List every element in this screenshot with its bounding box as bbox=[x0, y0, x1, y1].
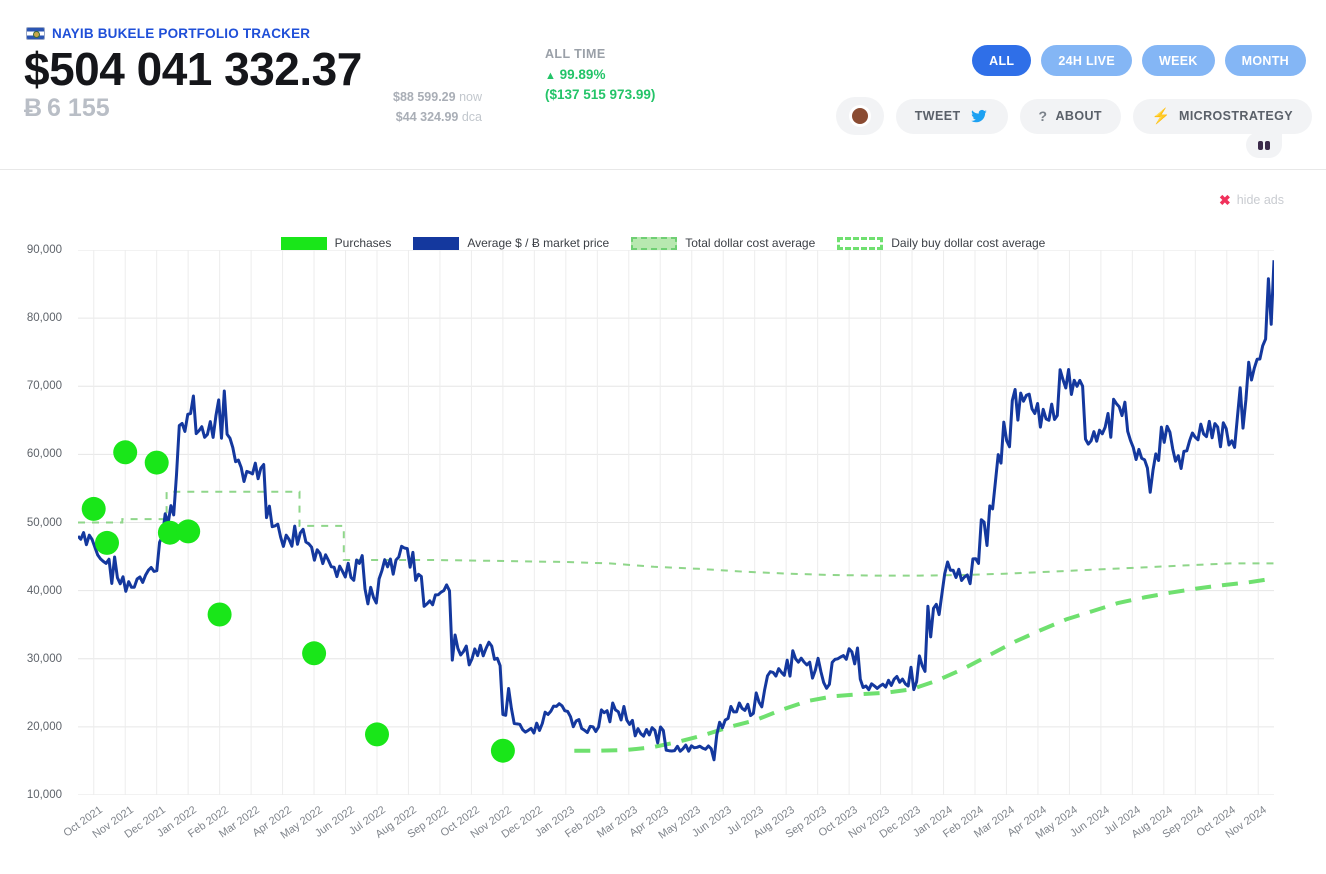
y-axis-tick: 60,000 bbox=[26, 448, 62, 461]
purchase-marker[interactable] bbox=[157, 520, 182, 545]
purchase-marker[interactable] bbox=[490, 738, 515, 763]
now-price-label: now bbox=[459, 90, 482, 104]
y-axis: 10,000 20,000 30,000 40,000 50,000 60,000 70,0… bbox=[0, 244, 70, 801]
tweet-button-label: TWEET bbox=[914, 109, 961, 123]
y-axis-tick: 20,000 bbox=[26, 720, 62, 733]
tab-month[interactable]: MONTH bbox=[1224, 45, 1306, 76]
total-dca-swatch-icon bbox=[631, 236, 678, 250]
purchase-marker[interactable] bbox=[207, 602, 232, 627]
coffee-icon bbox=[851, 108, 868, 124]
purchases-swatch-icon bbox=[280, 236, 327, 250]
legend-item-market-price[interactable]: Average $ / Ƀ market price bbox=[413, 236, 609, 250]
portfolio-chart[interactable]: 10,000 20,000 30,000 40,000 50,000 60,000 70,0… bbox=[0, 244, 1326, 874]
brand[interactable]: NAYIB BUKELE PORTFOLIO TRACKER bbox=[26, 26, 310, 41]
legend-item-daily-dca[interactable]: Daily buy dollar cost average bbox=[837, 236, 1045, 250]
y-axis-tick: 80,000 bbox=[26, 312, 62, 325]
twitter-icon bbox=[970, 109, 987, 122]
dca-price-value: $44 324.99 bbox=[395, 110, 459, 124]
legend-label: Average $ / Ƀ market price bbox=[467, 236, 610, 250]
tweet-button[interactable]: TWEET bbox=[895, 98, 1008, 134]
legend-item-total-dca[interactable]: Total dollar cost average bbox=[631, 236, 815, 250]
y-axis-tick: 10,000 bbox=[26, 789, 62, 801]
now-price-row: $88 599.29 now bbox=[282, 90, 482, 104]
daily-dca-swatch-icon bbox=[837, 236, 884, 250]
tab-24h-live[interactable]: 24H LIVE bbox=[1041, 45, 1132, 76]
action-buttons: TWEET ? ABOUT ⚡ MICROSTRATEGY bbox=[835, 97, 1312, 135]
microstrategy-button[interactable]: ⚡ MICROSTRATEGY bbox=[1132, 98, 1312, 134]
legend-label: Daily buy dollar cost average bbox=[891, 236, 1046, 250]
daily-dca-line bbox=[574, 576, 1274, 753]
y-axis-tick: 50,000 bbox=[26, 516, 62, 529]
y-axis-tick: 40,000 bbox=[26, 584, 62, 597]
dca-price-label: dca bbox=[461, 110, 482, 124]
purchase-marker[interactable] bbox=[176, 519, 201, 544]
x-axis: Oct 2021 Nov 2021 Dec 2021 Jan 2022 Feb 2022… bbox=[61, 798, 1274, 874]
page-header: NAYIB BUKELE PORTFOLIO TRACKER $504 041 … bbox=[0, 0, 1326, 170]
microstrategy-button-label: MICROSTRATEGY bbox=[1179, 109, 1293, 123]
total-usd-value: $504 041 332.37 bbox=[24, 43, 362, 95]
dca-price-row: $44 324.99 dca bbox=[282, 110, 482, 124]
market-price-swatch-icon bbox=[413, 236, 460, 250]
all-time-absolute: ($137 515 973.99) bbox=[545, 87, 656, 102]
about-button-label: ABOUT bbox=[1055, 109, 1102, 123]
y-axis-tick: 30,000 bbox=[26, 652, 62, 665]
purchase-marker[interactable] bbox=[95, 530, 119, 555]
all-time-percent-value: 99.89% bbox=[559, 67, 606, 82]
legend-label: Total dollar cost average bbox=[685, 236, 816, 250]
all-time-percent: ▲ 99.89% bbox=[545, 67, 655, 82]
plot-area[interactable] bbox=[78, 250, 1274, 795]
all-time-label: ALL TIME bbox=[545, 47, 606, 61]
now-price-value: $88 599.29 bbox=[393, 90, 456, 104]
purchase-marker[interactable] bbox=[365, 722, 389, 747]
legend-item-purchases[interactable]: Purchases bbox=[280, 236, 392, 250]
about-button[interactable]: ? ABOUT bbox=[1019, 98, 1121, 134]
ghost-icon[interactable] bbox=[1246, 132, 1282, 158]
x-icon: ✖ bbox=[1219, 192, 1231, 208]
total-dca-line bbox=[78, 490, 1274, 577]
total-btc-value: Ƀ 6 155 bbox=[24, 94, 110, 122]
coffee-button[interactable] bbox=[835, 97, 884, 135]
purchase-marker[interactable] bbox=[302, 641, 327, 666]
hide-ads-control[interactable]: ✖ hide ads bbox=[1219, 193, 1284, 207]
all-time-stats: ALL TIME ▲ 99.89% ($137 515 973.99) bbox=[545, 47, 655, 102]
question-mark-icon: ? bbox=[1038, 108, 1048, 124]
purchase-marker[interactable] bbox=[113, 440, 138, 465]
up-triangle-icon: ▲ bbox=[545, 70, 556, 82]
y-axis-tick: 70,000 bbox=[26, 380, 62, 393]
purchase-marker[interactable] bbox=[81, 496, 106, 521]
y-axis-tick: 90,000 bbox=[26, 244, 62, 256]
chart-legend: Purchases Average $ / Ƀ market price Tot… bbox=[0, 236, 1326, 250]
purchase-marker[interactable] bbox=[144, 450, 169, 475]
el-salvador-flag-icon bbox=[26, 27, 45, 40]
bolt-icon: ⚡ bbox=[1151, 107, 1171, 125]
tab-week[interactable]: WEEK bbox=[1141, 45, 1215, 76]
legend-label: Purchases bbox=[334, 236, 392, 250]
range-tabs: ALL 24H LIVE WEEK MONTH bbox=[972, 45, 1306, 76]
tab-all[interactable]: ALL bbox=[972, 45, 1032, 76]
sub-stats: $88 599.29 now $44 324.99 dca bbox=[282, 90, 482, 130]
market-price-line bbox=[78, 260, 1274, 762]
page-title: NAYIB BUKELE PORTFOLIO TRACKER bbox=[52, 26, 311, 41]
hide-ads-label: hide ads bbox=[1236, 193, 1284, 207]
